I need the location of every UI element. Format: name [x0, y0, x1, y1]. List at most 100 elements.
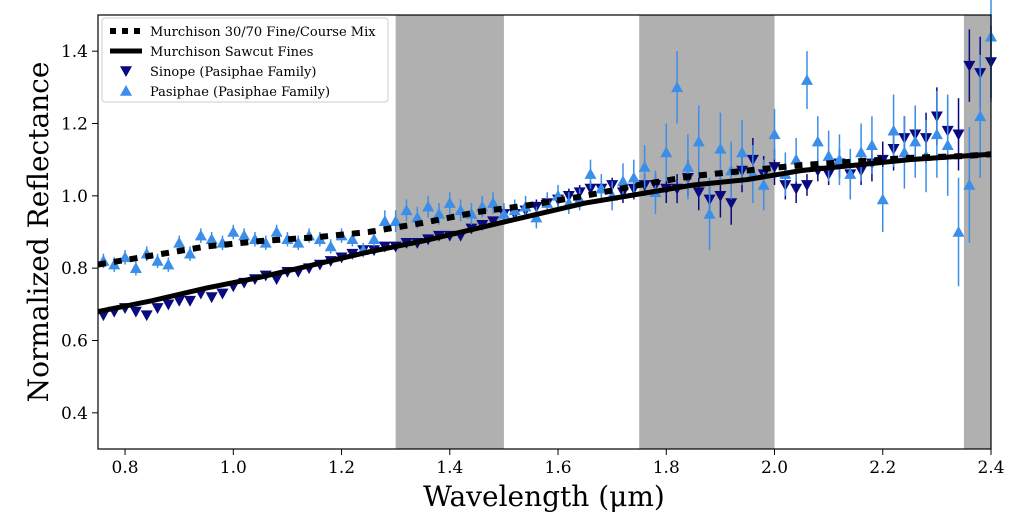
- data-point: [768, 128, 781, 140]
- y-axis: 0.4 0.6 0.8 1.0 1.2 1.4: [61, 42, 98, 424]
- data-point: [952, 226, 965, 237]
- data-point: [205, 233, 218, 245]
- data-point: [855, 146, 868, 158]
- data-point: [443, 197, 456, 208]
- y-axis-title: Normalized Reflectance: [22, 62, 55, 403]
- data-point: [184, 247, 197, 259]
- data-point: [497, 207, 510, 219]
- legend-label: Murchison Sawcut Fines: [150, 45, 313, 60]
- x-axis: 0.8 1.0 1.2 1.4 1.6 1.8 2.0 2.2 2.4: [112, 449, 1005, 478]
- data-point: [584, 168, 597, 179]
- data-point: [173, 295, 186, 307]
- data-point: [671, 81, 684, 93]
- data-point: [790, 183, 803, 195]
- series-layer: [97, 0, 997, 322]
- legend-label: Pasiphae (Pasiphae Family): [150, 85, 330, 100]
- data-point: [129, 306, 142, 318]
- data-point: [584, 183, 597, 195]
- data-point: [411, 211, 424, 223]
- data-point: [346, 233, 359, 245]
- data-point: [736, 146, 749, 158]
- data-point: [757, 178, 770, 190]
- data-point: [822, 150, 835, 161]
- shaded-band-2: [963, 15, 991, 449]
- x-tick-label: 2.4: [977, 458, 1004, 478]
- data-point: [389, 215, 402, 226]
- data-point: [638, 160, 651, 172]
- data-point: [692, 187, 705, 199]
- data-point: [487, 197, 500, 208]
- data-point: [865, 139, 878, 150]
- x-tick-label: 1.4: [436, 458, 463, 478]
- shaded-band-1: [639, 15, 775, 449]
- data-point: [119, 251, 132, 263]
- data-point: [162, 258, 175, 270]
- series-line: [97, 151, 992, 315]
- legend-swatch-marker: [120, 85, 132, 96]
- data-point: [270, 226, 283, 237]
- data-point: [941, 139, 954, 150]
- legend-item: Pasiphae (Pasiphae Family): [120, 85, 330, 100]
- data-point: [725, 198, 738, 210]
- data-point: [216, 288, 229, 300]
- data-point: [963, 178, 976, 190]
- shaded-bands: [395, 15, 991, 449]
- data-point: [790, 153, 803, 165]
- legend: Murchison 30/70 Fine/Course Mix Murchison…: [101, 17, 389, 103]
- data-point: [714, 142, 727, 154]
- data-point: [876, 193, 889, 205]
- data-point: [714, 191, 727, 202]
- data-point: [616, 175, 629, 187]
- legend-label: Murchison 30/70 Fine/Course Mix: [150, 25, 376, 40]
- series-1: [97, 151, 992, 315]
- data-point: [259, 236, 272, 248]
- data-point: [173, 236, 186, 248]
- data-point: [313, 233, 326, 245]
- data-point: [194, 229, 207, 241]
- data-point: [811, 135, 824, 147]
- data-point: [963, 60, 976, 72]
- data-point: [692, 135, 705, 147]
- x-tick-label: 1.6: [545, 458, 572, 478]
- data-point: [909, 135, 922, 147]
- legend-swatch-marker: [120, 66, 132, 77]
- data-point: [703, 207, 716, 219]
- data-point: [400, 204, 413, 216]
- data-point: [487, 216, 500, 228]
- data-point: [227, 226, 240, 237]
- data-point: [930, 128, 943, 140]
- data-point: [151, 303, 164, 314]
- y-tick-label: 0.4: [61, 404, 88, 424]
- y-tick-label: 1.4: [61, 42, 88, 62]
- data-point: [519, 200, 532, 212]
- data-point: [368, 233, 381, 245]
- x-tick-label: 1.0: [220, 458, 247, 478]
- data-point: [898, 146, 911, 158]
- legend-item: Murchison Sawcut Fines: [110, 45, 313, 60]
- data-point: [952, 129, 965, 141]
- y-tick-label: 1.2: [61, 115, 88, 135]
- series-line: [97, 151, 992, 268]
- y-tick-label: 0.8: [61, 259, 88, 279]
- data-point: [129, 262, 142, 273]
- data-point: [270, 274, 283, 286]
- legend-label: Sinope (Pasiphae Family): [150, 65, 316, 80]
- x-tick-label: 2.2: [869, 458, 896, 478]
- legend-item: Sinope (Pasiphae Family): [120, 65, 316, 80]
- data-point: [768, 162, 781, 173]
- data-point: [205, 292, 218, 304]
- x-tick-label: 0.8: [112, 458, 139, 478]
- data-point: [324, 240, 337, 252]
- data-point: [800, 74, 813, 85]
- y-tick-label: 0.6: [61, 332, 88, 352]
- data-point: [974, 110, 987, 122]
- data-point: [844, 168, 857, 179]
- data-point: [292, 236, 305, 248]
- x-tick-label: 1.8: [653, 458, 680, 478]
- data-point: [140, 310, 153, 322]
- data-point: [432, 207, 445, 219]
- data-point: [681, 160, 694, 172]
- data-point: [378, 215, 391, 226]
- data-point: [151, 254, 164, 266]
